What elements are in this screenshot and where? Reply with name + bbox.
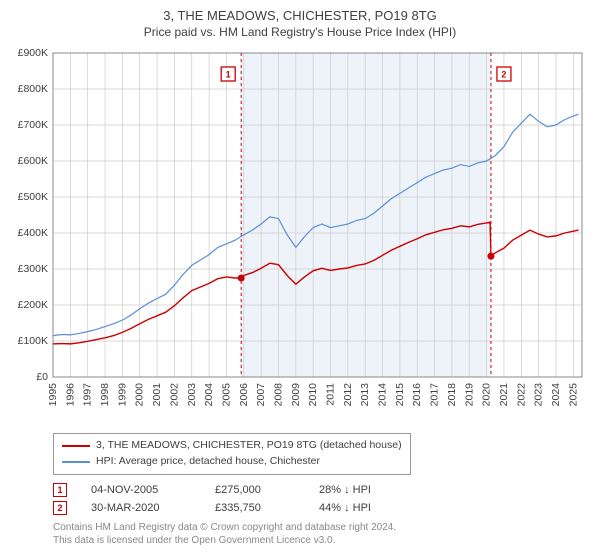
svg-text:2014: 2014 — [377, 383, 389, 407]
svg-text:2023: 2023 — [533, 383, 545, 407]
svg-text:1995: 1995 — [47, 383, 59, 407]
svg-text:2021: 2021 — [498, 383, 510, 407]
svg-text:£0: £0 — [36, 371, 48, 383]
svg-text:2017: 2017 — [429, 383, 441, 407]
svg-text:2: 2 — [501, 70, 506, 80]
sale-date: 30-MAR-2020 — [91, 502, 191, 514]
svg-text:2025: 2025 — [567, 383, 579, 407]
svg-text:2013: 2013 — [359, 383, 371, 407]
svg-text:2010: 2010 — [307, 383, 319, 407]
svg-text:£500K: £500K — [18, 191, 48, 203]
chart-title: 3, THE MEADOWS, CHICHESTER, PO19 8TG — [8, 8, 592, 23]
sale-price: £275,000 — [215, 484, 295, 496]
chart-subtitle: Price paid vs. HM Land Registry's House … — [8, 25, 592, 39]
svg-text:2002: 2002 — [168, 383, 180, 407]
svg-text:2024: 2024 — [550, 383, 562, 407]
legend-box: 3, THE MEADOWS, CHICHESTER, PO19 8TG (de… — [53, 433, 411, 475]
svg-text:2001: 2001 — [151, 383, 163, 407]
sale-row: 1 04-NOV-2005 £275,000 28% ↓ HPI — [53, 483, 592, 497]
svg-text:1998: 1998 — [99, 383, 111, 407]
sale-marker-box: 2 — [53, 501, 67, 515]
svg-text:2019: 2019 — [463, 383, 475, 407]
svg-text:2015: 2015 — [394, 383, 406, 407]
svg-text:£200K: £200K — [18, 299, 48, 311]
svg-text:2022: 2022 — [515, 383, 527, 407]
svg-text:2009: 2009 — [290, 383, 302, 407]
svg-text:£300K: £300K — [18, 263, 48, 275]
svg-text:2018: 2018 — [446, 383, 458, 407]
chart-svg: £0 £100K £200K £300K £400K £500K £600K £700K £80… — [8, 47, 592, 427]
svg-text:2016: 2016 — [411, 383, 423, 407]
svg-text:£100K: £100K — [18, 335, 48, 347]
sale-diff: 44% ↓ HPI — [319, 502, 371, 514]
sale-date: 04-NOV-2005 — [91, 484, 191, 496]
legend-swatch-blue — [62, 461, 90, 463]
svg-text:2012: 2012 — [342, 383, 354, 407]
svg-text:2004: 2004 — [203, 383, 215, 407]
legend-label-price-paid: 3, THE MEADOWS, CHICHESTER, PO19 8TG (de… — [96, 438, 402, 454]
svg-text:2000: 2000 — [134, 383, 146, 407]
sale-diff: 28% ↓ HPI — [319, 484, 371, 496]
disclaimer-line2: This data is licensed under the Open Gov… — [53, 534, 592, 547]
sale-price: £335,750 — [215, 502, 295, 514]
svg-text:£700K: £700K — [18, 119, 48, 131]
svg-text:2003: 2003 — [186, 383, 198, 407]
svg-text:2020: 2020 — [481, 383, 493, 407]
svg-text:£600K: £600K — [18, 155, 48, 167]
svg-text:1997: 1997 — [82, 383, 94, 407]
chart-container: 3, THE MEADOWS, CHICHESTER, PO19 8TG Pri… — [0, 0, 600, 560]
svg-text:2007: 2007 — [255, 383, 267, 407]
svg-text:£800K: £800K — [18, 83, 48, 95]
sales-list: 1 04-NOV-2005 £275,000 28% ↓ HPI 2 30-MAR-202… — [8, 479, 592, 515]
svg-text:1: 1 — [226, 70, 231, 80]
sale-row: 2 30-MAR-2020 £335,750 44% ↓ HPI — [53, 501, 592, 515]
disclaimer: Contains HM Land Registry data © Crown c… — [53, 521, 592, 547]
legend-swatch-red — [62, 445, 90, 447]
legend-row-hpi: HPI: Average price, detached house, Chic… — [62, 454, 402, 470]
chart-area: £0 £100K £200K £300K £400K £500K £600K £700K £80… — [8, 47, 592, 427]
svg-text:1999: 1999 — [116, 383, 128, 407]
legend-label-hpi: HPI: Average price, detached house, Chic… — [96, 454, 320, 470]
svg-text:2005: 2005 — [220, 383, 232, 407]
svg-text:2008: 2008 — [272, 383, 284, 407]
svg-text:2006: 2006 — [238, 383, 250, 407]
svg-text:£900K: £900K — [18, 47, 48, 59]
svg-text:£400K: £400K — [18, 227, 48, 239]
disclaimer-line1: Contains HM Land Registry data © Crown c… — [53, 521, 592, 534]
svg-text:2011: 2011 — [325, 383, 337, 406]
svg-text:1996: 1996 — [64, 383, 76, 407]
legend-row-price-paid: 3, THE MEADOWS, CHICHESTER, PO19 8TG (de… — [62, 438, 402, 454]
sale-marker-box: 1 — [53, 483, 67, 497]
